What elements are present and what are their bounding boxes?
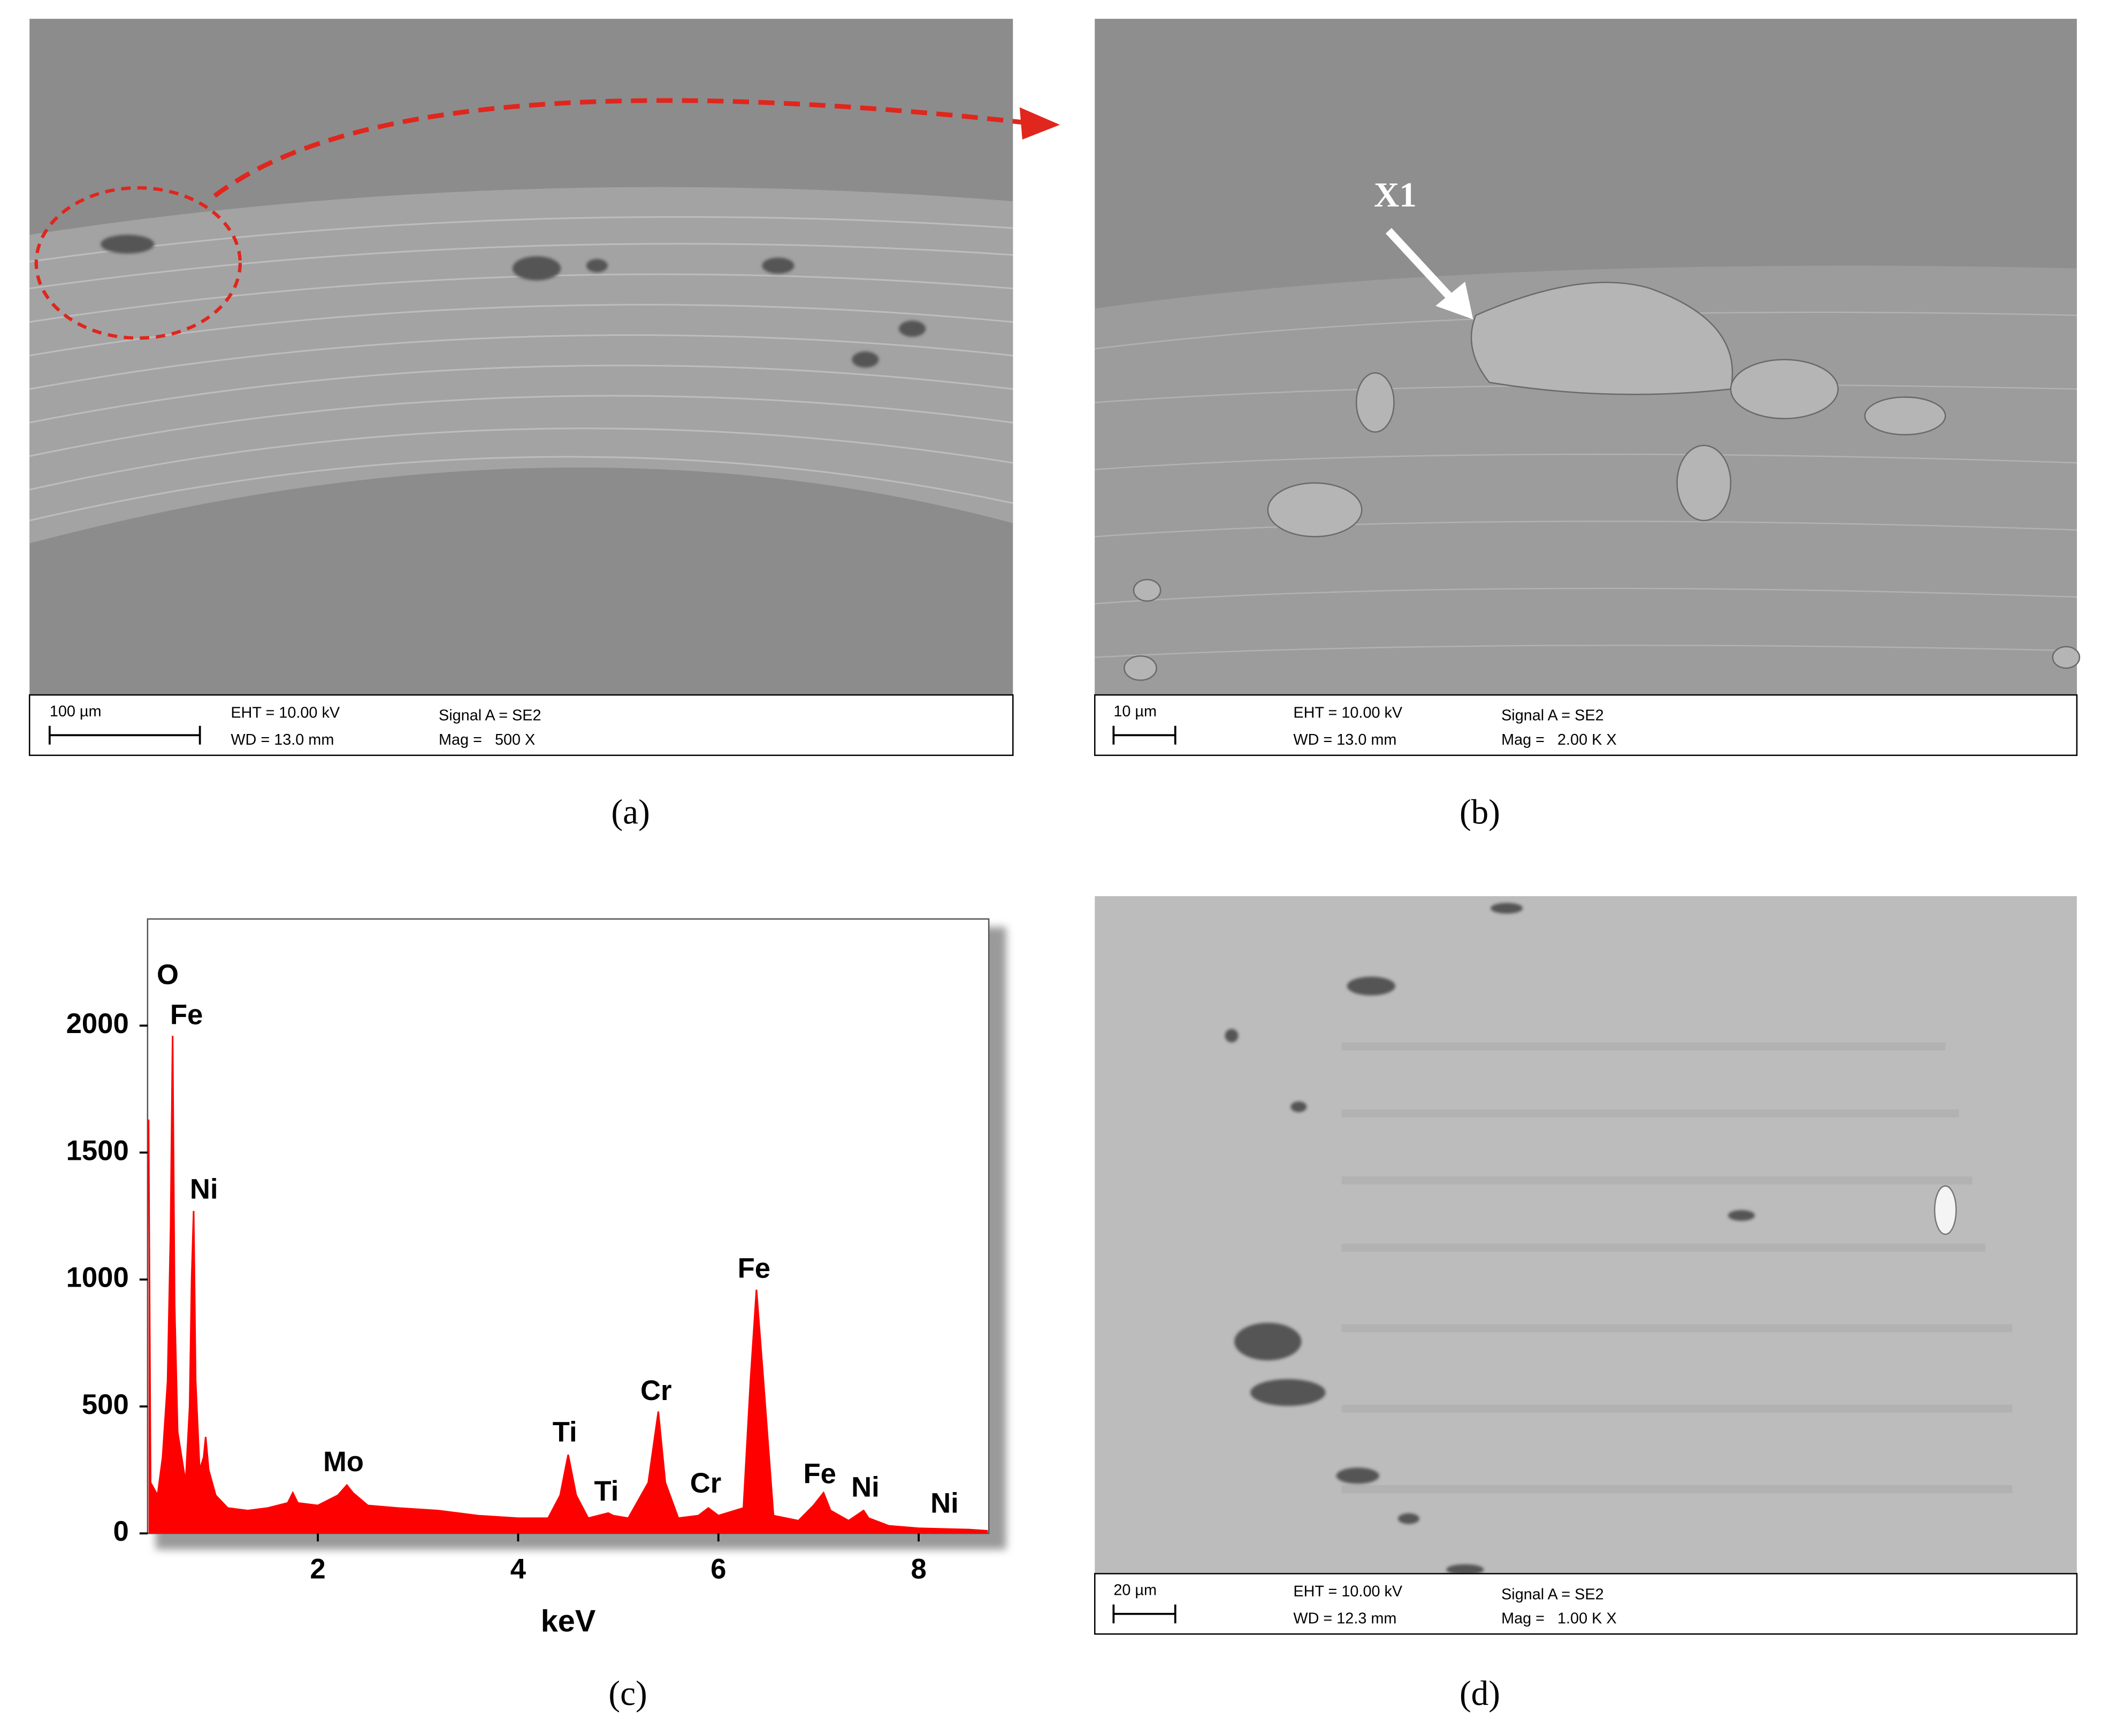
zoom-arrow-head — [1019, 107, 1060, 140]
scale-bar — [1112, 725, 1176, 745]
mag: Mag = 2.00 K X — [1501, 731, 1617, 748]
marker-label: X1 — [1374, 176, 1417, 215]
zoom-arrow — [213, 98, 1034, 198]
sem-image-d — [1095, 896, 2077, 1576]
scale-bar — [48, 725, 201, 745]
scale-label: 10 µm — [1113, 703, 1157, 720]
debris — [1225, 903, 1755, 1576]
x-tick-label: 2 — [310, 1553, 325, 1585]
mag: Mag = 1.00 K X — [1501, 1610, 1617, 1627]
eht: EHT = 10.00 kV — [1293, 705, 1403, 722]
spectrum-line — [148, 1036, 988, 1532]
y-tick-label: 1000 — [66, 1262, 129, 1294]
peak-label: Cr — [690, 1467, 722, 1499]
peak-label: Fe — [738, 1253, 770, 1284]
peak-label: Ni — [190, 1174, 218, 1205]
panel-label: (c) — [608, 1674, 647, 1713]
peak-label: Cr — [640, 1375, 672, 1406]
y-tick-label: 500 — [82, 1389, 129, 1420]
wear-stripes — [1341, 1042, 2013, 1494]
y-tick-label: 2000 — [66, 1008, 129, 1039]
x-tick-label: 4 — [510, 1553, 526, 1585]
wd: WD = 12.3 mm — [1293, 1610, 1396, 1627]
eht: EHT = 10.00 kV — [231, 705, 340, 722]
eht: EHT = 10.00 kV — [1293, 1583, 1403, 1600]
signal: Signal A = SE2 — [1501, 707, 1604, 724]
wd: WD = 13.0 mm — [1293, 731, 1396, 748]
marker-arrow-head — [1435, 281, 1473, 319]
peak-label: Fe — [170, 999, 203, 1031]
debris — [101, 234, 926, 368]
peak-label: Ti — [594, 1475, 619, 1507]
panel-label: (a) — [611, 793, 650, 832]
scale-bar — [1112, 1604, 1176, 1624]
peak-label: O — [157, 959, 179, 991]
peak-label: Ni — [930, 1488, 959, 1519]
info-bar-a: 100 µm EHT = 10.00 kV WD = 13.0 mm Signa… — [28, 694, 1014, 756]
y-tick-label: 1500 — [66, 1135, 129, 1166]
x-tick-label: 6 — [710, 1553, 726, 1585]
eds-spectrum: 0 500 1000 1500 2000 2 4 6 8 keV O Fe Ni Mo Ti Ti Cr Cr Fe… — [66, 918, 1006, 1639]
wd: WD = 13.0 mm — [231, 731, 334, 748]
peak-label: Mo — [323, 1446, 364, 1478]
highlight-circle — [34, 186, 242, 340]
debris — [1124, 281, 2081, 681]
info-bar-d: 20 µm EHT = 10.00 kV WD = 12.3 mm Signal… — [1094, 1573, 2078, 1635]
panel-label: (b) — [1460, 793, 1500, 832]
panel-label: (d) — [1460, 1674, 1500, 1713]
plot-frame — [147, 918, 990, 1534]
x-tick-label: 8 — [911, 1553, 926, 1585]
peak-label: Ni — [851, 1471, 880, 1503]
particle — [1934, 1185, 1957, 1235]
image-background — [1095, 896, 2077, 1574]
info-bar-frame — [28, 694, 1014, 756]
mag: Mag = 500 X — [439, 731, 535, 748]
x-axis-label: keV — [541, 1604, 596, 1639]
peak-label: Ti — [553, 1417, 577, 1448]
sem-image-b: X1 — [1095, 19, 2081, 695]
sem-image-a — [29, 19, 1060, 695]
info-bar-frame — [1094, 1573, 2078, 1635]
wear-track — [1095, 265, 2077, 695]
signal: Signal A = SE2 — [1501, 1586, 1604, 1603]
info-bar-frame — [1094, 694, 2078, 756]
scale-label: 100 µm — [50, 703, 102, 720]
wear-stripes — [29, 216, 1013, 522]
peak-label: Fe — [803, 1458, 836, 1489]
marker-arrow — [1385, 228, 1459, 306]
y-tick-label: 0 — [113, 1516, 128, 1547]
info-bar-b: 10 µm EHT = 10.00 kV WD = 13.0 mm Signal… — [1094, 694, 2078, 756]
signal: Signal A = SE2 — [439, 707, 541, 724]
scale-label: 20 µm — [1113, 1582, 1157, 1599]
